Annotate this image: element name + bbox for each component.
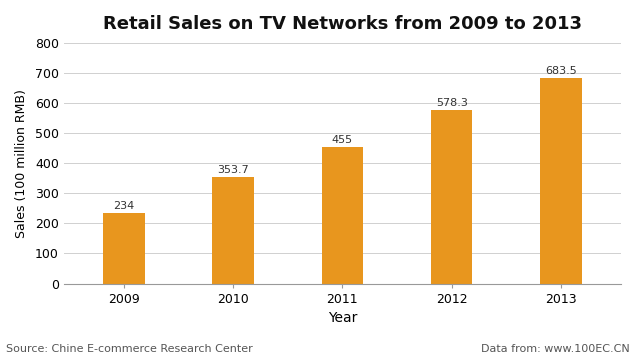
Text: 683.5: 683.5 [545, 66, 577, 76]
Bar [103, 213, 144, 284]
Text: 234: 234 [113, 201, 135, 211]
Bar [431, 110, 473, 284]
Text: 578.3: 578.3 [436, 98, 467, 108]
Bar [212, 177, 254, 284]
Title: Retail Sales on TV Networks from 2009 to 2013: Retail Sales on TV Networks from 2009 to… [103, 15, 582, 33]
X-axis label: Year: Year [328, 311, 357, 325]
Bar [322, 147, 363, 284]
Y-axis label: Sales (100 million RMB): Sales (100 million RMB) [15, 89, 28, 238]
Text: 353.7: 353.7 [218, 165, 249, 175]
Text: Data from: www.100EC.CN: Data from: www.100EC.CN [481, 344, 630, 354]
Text: 455: 455 [332, 135, 353, 145]
Text: Source: Chine E-commerce Research Center: Source: Chine E-commerce Research Center [6, 344, 253, 354]
Bar [540, 78, 582, 284]
